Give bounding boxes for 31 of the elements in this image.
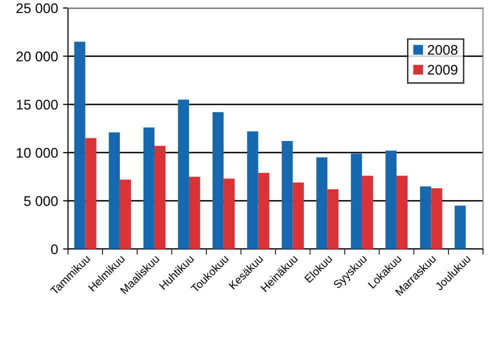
- y-tick-label: 0: [51, 244, 58, 254]
- bar: [385, 150, 397, 249]
- bar: [212, 112, 224, 249]
- bar: [292, 182, 304, 249]
- bar: [178, 100, 190, 249]
- bar: [396, 176, 408, 249]
- y-tick-label: 20 000: [16, 52, 58, 62]
- bar: [85, 138, 96, 249]
- bar: [108, 132, 120, 249]
- bar: [362, 176, 374, 249]
- y-tick-label: 15 000: [16, 100, 58, 110]
- bar: [282, 141, 293, 249]
- bar: [258, 172, 270, 249]
- y-tick-label: 25 000: [16, 3, 58, 14]
- bar: [247, 131, 258, 249]
- bar: [154, 146, 166, 249]
- bar: [316, 157, 328, 249]
- bar: [143, 128, 154, 249]
- legend-label: 2008: [428, 44, 458, 55]
- y-tick-label: 5 000: [24, 196, 58, 206]
- legend-label: 2009: [428, 64, 458, 75]
- y-tick-label: 10 000: [16, 148, 58, 158]
- bar: [420, 186, 432, 249]
- bar: [327, 189, 338, 249]
- bar: [431, 188, 442, 249]
- bar: [74, 42, 86, 249]
- bar: [454, 206, 466, 249]
- bar: [224, 178, 235, 249]
- bar: [120, 180, 131, 249]
- bar: [189, 176, 200, 249]
- bar: [350, 154, 362, 249]
